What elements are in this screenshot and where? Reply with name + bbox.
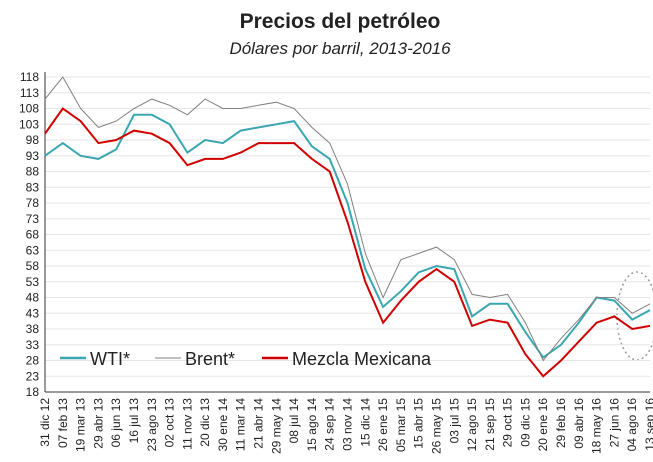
y-tick-label: 108 bbox=[19, 102, 39, 116]
x-tick-label: 29 oct 15 bbox=[501, 398, 515, 448]
x-tick-label: 15 abr 15 bbox=[412, 398, 426, 449]
y-tick-label: 83 bbox=[26, 180, 40, 194]
x-tick-label: 06 jun 13 bbox=[109, 398, 123, 448]
chart-title: Precios del petróleo bbox=[240, 10, 441, 33]
y-tick-label: 48 bbox=[26, 291, 40, 305]
x-tick-label: 29 abr 13 bbox=[91, 398, 105, 449]
x-tick-label: 29 feb 16 bbox=[554, 398, 568, 448]
annotation-ellipse bbox=[616, 271, 653, 361]
x-tick-label: 03 jul 15 bbox=[447, 398, 461, 444]
x-tick-label: 08 jul 14 bbox=[287, 398, 301, 444]
y-tick-label: 63 bbox=[26, 243, 40, 257]
x-tick-label: 20 ene 16 bbox=[536, 398, 550, 452]
y-tick-label: 28 bbox=[26, 354, 40, 368]
x-tick-label: 20 dic 13 bbox=[198, 398, 212, 447]
y-tick-label: 73 bbox=[26, 212, 40, 226]
series-line bbox=[44, 76, 651, 362]
y-tick-label: 88 bbox=[26, 165, 40, 179]
x-tick-label: 05 mar 15 bbox=[394, 398, 408, 452]
y-tick-label: 78 bbox=[26, 196, 40, 210]
x-tick-label: 13 sep 16 bbox=[643, 398, 653, 451]
y-tick-label: 38 bbox=[26, 322, 40, 336]
x-tick-label: 03 nov 14 bbox=[341, 398, 355, 451]
x-tick-label: 09 abr 16 bbox=[572, 398, 586, 449]
x-tick-label: 21 abr 14 bbox=[252, 398, 266, 449]
y-tick-label: 113 bbox=[20, 86, 39, 100]
series-line bbox=[44, 113, 651, 359]
y-tick-label: 58 bbox=[26, 259, 40, 273]
x-tick-label: 24 sep 14 bbox=[323, 398, 337, 451]
x-tick-label: 15 ago 14 bbox=[305, 398, 319, 452]
series-line bbox=[44, 107, 651, 378]
x-tick-label: 29 may 14 bbox=[269, 398, 283, 454]
legend-label: Brent* bbox=[185, 349, 235, 369]
x-tick-label: 11 mar 14 bbox=[234, 398, 248, 451]
x-tick-label: 09 dic 15 bbox=[518, 398, 532, 447]
x-tick-label: 30 ene 14 bbox=[216, 398, 230, 452]
x-tick-label: 15 dic 14 bbox=[358, 398, 372, 447]
y-tick-label: 93 bbox=[26, 149, 40, 163]
x-tick-label: 16 jul 13 bbox=[127, 398, 141, 444]
x-tick-label: 11 nov 13 bbox=[180, 398, 194, 450]
x-tick-label: 23 ago 13 bbox=[145, 398, 159, 452]
chart-subtitle: Dólares por barril, 2013-2016 bbox=[229, 39, 451, 58]
y-tick-label: 68 bbox=[26, 228, 40, 242]
x-tick-label: 21 sep 15 bbox=[483, 398, 497, 451]
y-tick-label: 118 bbox=[20, 70, 39, 84]
y-tick-label: 18 bbox=[26, 385, 40, 399]
x-tick-label: 27 jun 16 bbox=[607, 398, 621, 448]
y-tick-label: 23 bbox=[26, 369, 40, 383]
x-tick-label: 02 oct 13 bbox=[163, 398, 177, 448]
x-tick-label: 04 ago 16 bbox=[625, 398, 639, 452]
y-tick-label: 43 bbox=[26, 306, 40, 320]
legend-label: WTI* bbox=[90, 349, 130, 369]
x-tick-label: 26 ene 15 bbox=[376, 398, 390, 452]
x-tick-label: 19 mar 13 bbox=[74, 398, 88, 452]
y-tick-label: 103 bbox=[19, 117, 39, 131]
y-tick-label: 98 bbox=[26, 133, 40, 147]
x-tick-label: 18 may 16 bbox=[590, 398, 604, 454]
x-tick-label: 31 dic 12 bbox=[38, 398, 52, 447]
legend-label: Mezcla Mexicana bbox=[292, 349, 432, 369]
y-tick-label: 53 bbox=[26, 275, 40, 289]
y-tick-label: 33 bbox=[26, 338, 40, 352]
x-tick-label: 26 may 15 bbox=[429, 398, 443, 454]
x-tick-label: 12 ago 15 bbox=[465, 398, 479, 452]
x-tick-label: 07 feb 13 bbox=[56, 398, 70, 448]
